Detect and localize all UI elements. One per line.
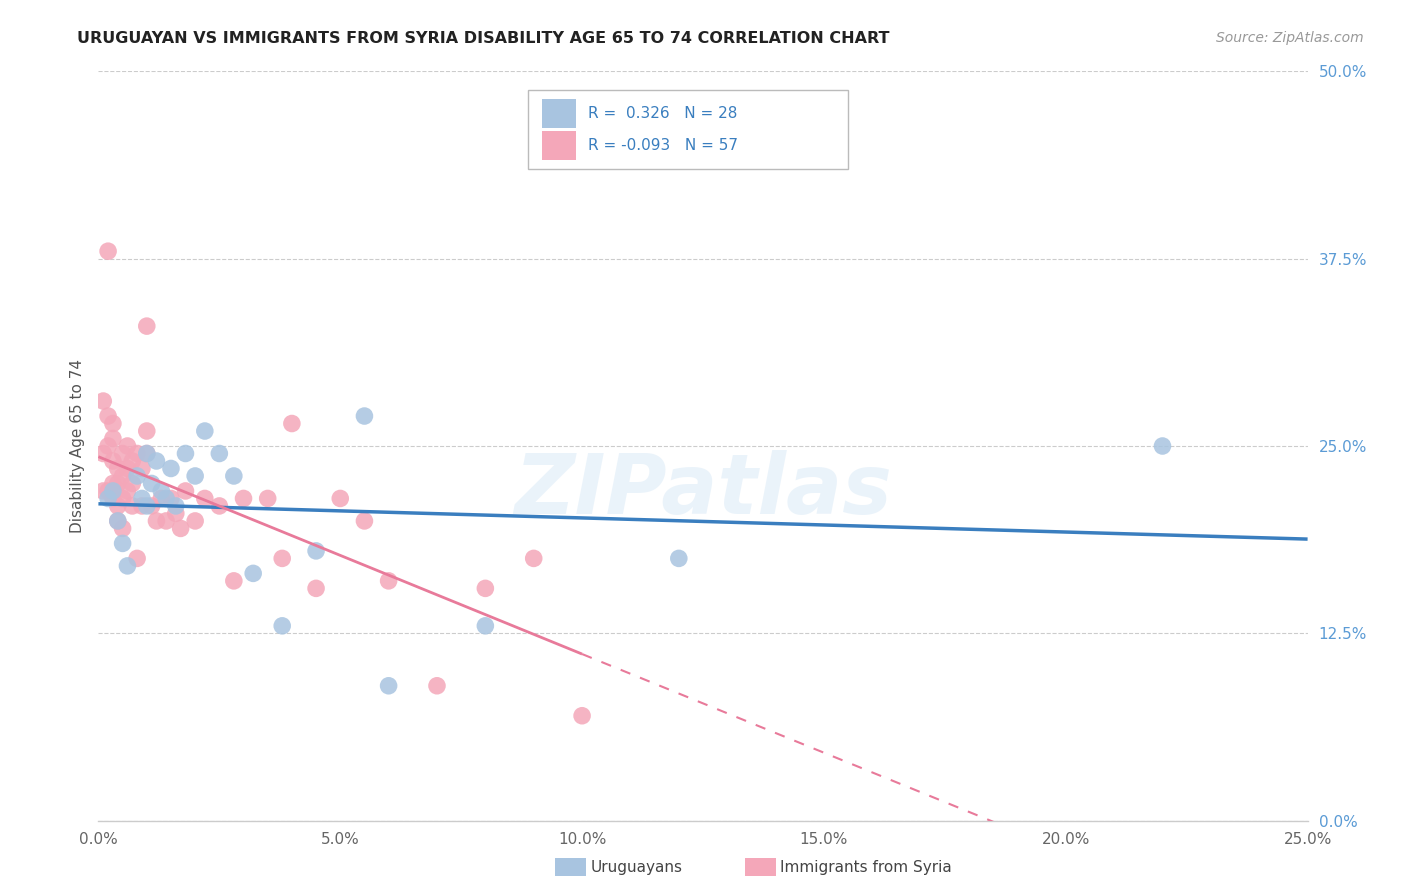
Point — [117, 558, 139, 573]
Point — [271, 551, 294, 566]
Point — [222, 574, 245, 588]
Text: URUGUAYAN VS IMMIGRANTS FROM SYRIA DISABILITY AGE 65 TO 74 CORRELATION CHART: URUGUAYAN VS IMMIGRANTS FROM SYRIA DISAB… — [77, 31, 890, 46]
Point — [117, 439, 139, 453]
Point — [160, 461, 183, 475]
Point — [111, 446, 134, 460]
Point — [107, 514, 129, 528]
Point — [111, 469, 134, 483]
Point — [160, 491, 183, 506]
Point — [97, 244, 120, 259]
Point — [107, 499, 129, 513]
Point — [256, 491, 278, 506]
Point — [127, 551, 149, 566]
Y-axis label: Disability Age 65 to 74: Disability Age 65 to 74 — [69, 359, 84, 533]
Point — [194, 424, 217, 438]
Point — [150, 491, 173, 506]
Point — [222, 469, 245, 483]
Point — [474, 619, 496, 633]
Point — [174, 483, 197, 498]
Text: R =  0.326   N = 28: R = 0.326 N = 28 — [588, 106, 738, 120]
Point — [271, 619, 294, 633]
Text: ZIPatlas: ZIPatlas — [515, 450, 891, 532]
Point — [131, 461, 153, 475]
Point — [194, 491, 217, 506]
Point — [571, 708, 593, 723]
Point — [668, 551, 690, 566]
Point — [131, 491, 153, 506]
Point — [131, 499, 153, 513]
FancyBboxPatch shape — [527, 90, 848, 169]
Point — [111, 536, 134, 550]
Point — [101, 454, 124, 468]
Point — [281, 417, 304, 431]
Point — [121, 454, 143, 468]
Point — [117, 461, 139, 475]
Point — [329, 491, 352, 506]
Point — [165, 507, 187, 521]
Point — [135, 446, 157, 460]
Point — [145, 514, 167, 528]
Text: Immigrants from Syria: Immigrants from Syria — [780, 861, 952, 875]
Point — [208, 446, 231, 460]
Text: Uruguayans: Uruguayans — [591, 861, 682, 875]
Point — [155, 491, 177, 506]
Point — [150, 483, 173, 498]
Point — [107, 461, 129, 475]
Point — [174, 446, 197, 460]
Point — [91, 483, 114, 498]
Point — [117, 483, 139, 498]
Point — [184, 514, 207, 528]
Point — [1152, 439, 1174, 453]
Point — [107, 476, 129, 491]
Point — [121, 499, 143, 513]
Bar — [543, 131, 576, 160]
Point — [474, 582, 496, 596]
Point — [107, 514, 129, 528]
Point — [127, 469, 149, 483]
Point — [377, 679, 399, 693]
Point — [91, 394, 114, 409]
Point — [353, 514, 375, 528]
Point — [165, 499, 187, 513]
Point — [135, 499, 157, 513]
Bar — [543, 99, 576, 128]
Point — [135, 446, 157, 460]
Point — [353, 409, 375, 423]
Point — [101, 491, 124, 506]
Point — [184, 469, 207, 483]
Point — [377, 574, 399, 588]
Point — [97, 439, 120, 453]
Text: R = -0.093   N = 57: R = -0.093 N = 57 — [588, 138, 738, 153]
Point — [135, 319, 157, 334]
Point — [97, 491, 120, 506]
Point — [208, 499, 231, 513]
Point — [155, 514, 177, 528]
Point — [242, 566, 264, 581]
Point — [141, 476, 163, 491]
Point — [121, 476, 143, 491]
Text: Source: ZipAtlas.com: Source: ZipAtlas.com — [1216, 31, 1364, 45]
Point — [101, 476, 124, 491]
Point — [91, 446, 114, 460]
Point — [101, 417, 124, 431]
Point — [101, 432, 124, 446]
Point — [97, 483, 120, 498]
Point — [305, 544, 328, 558]
Point — [232, 491, 254, 506]
Point — [111, 491, 134, 506]
Point — [426, 679, 449, 693]
Point — [97, 409, 120, 423]
Point — [145, 454, 167, 468]
Point — [111, 521, 134, 535]
Point — [135, 424, 157, 438]
Point — [141, 499, 163, 513]
Point — [127, 446, 149, 460]
Point — [305, 582, 328, 596]
Point — [169, 521, 191, 535]
Point — [523, 551, 546, 566]
Point — [101, 483, 124, 498]
